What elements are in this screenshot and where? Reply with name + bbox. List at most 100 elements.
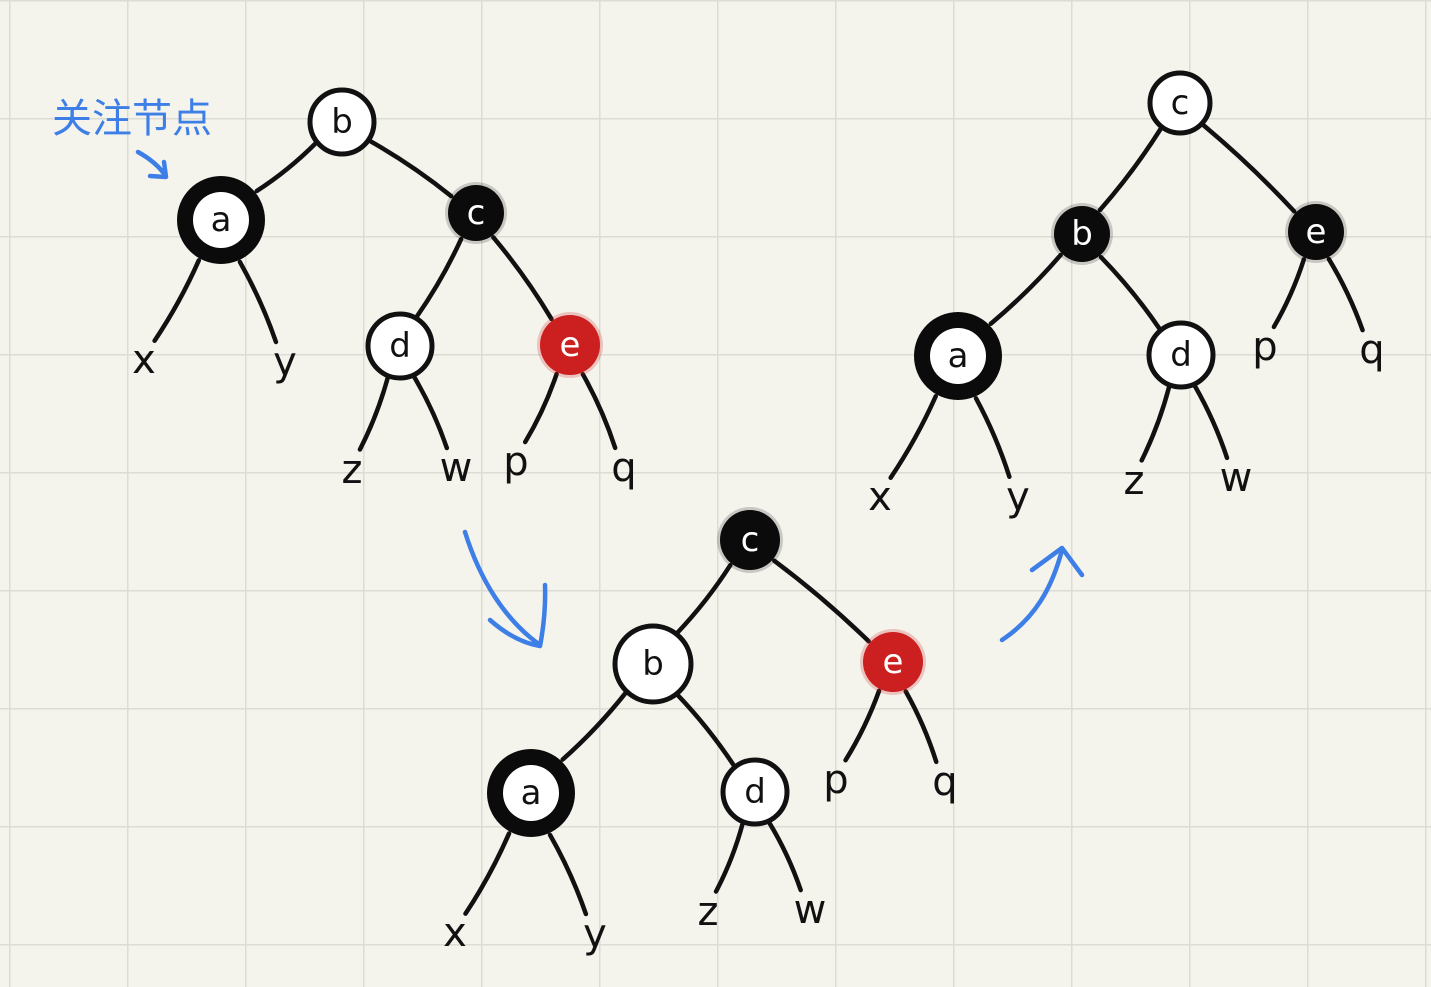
- node-e: e: [537, 312, 603, 378]
- node-b: b: [612, 623, 694, 705]
- annotation-arrowhead: [147, 159, 169, 180]
- leaf-q: q: [611, 445, 636, 491]
- node-b: b: [1051, 203, 1113, 265]
- node-b-circle: [1054, 206, 1110, 262]
- edge-c-e: [772, 558, 871, 644]
- leaf-z: z: [1124, 458, 1145, 504]
- tree-before-rotation: b a c d e x y z w p q: [132, 87, 637, 493]
- leaf-x: x: [443, 910, 467, 956]
- edge-d-w: [1192, 383, 1230, 461]
- edge-b-d: [1098, 254, 1162, 331]
- edge-d-z: [357, 375, 390, 452]
- edge-e-p: [843, 688, 882, 763]
- node-d-circle: [720, 757, 790, 827]
- edge-a-x: [463, 831, 512, 916]
- edge-e-p: [522, 371, 559, 445]
- node-c-circle: [1147, 70, 1213, 136]
- node-a-label: a: [948, 336, 969, 376]
- node-e-label: e: [883, 642, 904, 682]
- edge-b-a: [254, 141, 318, 194]
- leaf-p: p: [503, 439, 528, 485]
- node-d-circle: [365, 311, 435, 381]
- node-c: c: [717, 507, 783, 573]
- node-a-inner: [193, 192, 249, 248]
- node-b-circle: [307, 87, 377, 157]
- node-e-label: e: [560, 325, 581, 365]
- node-e: e: [1285, 201, 1347, 263]
- leaf-y: y: [273, 339, 297, 385]
- node-a: a: [177, 176, 265, 264]
- leaf-w: w: [794, 887, 827, 933]
- tree-after-rotation: c b e a d x y z w p q: [443, 507, 958, 957]
- node-c-circle: [448, 185, 504, 241]
- node-d-label: d: [744, 772, 766, 812]
- node-c-label: c: [467, 193, 486, 233]
- node-c-label: c: [1171, 83, 1190, 123]
- node-c: c: [445, 182, 507, 244]
- node-d: d: [720, 757, 790, 827]
- edge-b-a: [988, 252, 1063, 326]
- leaf-y: y: [583, 911, 607, 957]
- leaf-x: x: [868, 474, 892, 520]
- transition-arrow-2: [999, 545, 1085, 643]
- node-c-label: c: [741, 520, 760, 560]
- edge-d-w: [411, 374, 450, 451]
- edge-a-x: [152, 258, 202, 343]
- edge-c-d: [414, 236, 464, 319]
- leaf-p: p: [823, 757, 848, 803]
- edge-a-x: [888, 394, 938, 480]
- node-a: a: [914, 312, 1002, 400]
- edge-b-d: [675, 693, 737, 768]
- leaf-p: p: [1252, 324, 1277, 370]
- edge-a-y: [237, 259, 279, 345]
- edge-c-b: [1097, 126, 1164, 213]
- leaf-w: w: [1220, 455, 1253, 501]
- leaf-w: w: [440, 445, 473, 491]
- edge-d-w: [767, 820, 803, 893]
- leaf-q: q: [932, 759, 957, 805]
- leaf-z: z: [698, 889, 719, 935]
- leaf-x: x: [132, 337, 156, 383]
- node-d-circle: [1146, 320, 1216, 390]
- node-a-inner: [930, 328, 986, 384]
- node-e-circle: [540, 315, 600, 375]
- leaf-q: q: [1359, 327, 1384, 373]
- node-c-circle: [720, 510, 780, 570]
- node-e-circle: [863, 632, 923, 692]
- transition-arrow-1: [462, 529, 548, 649]
- edge-c-e: [1200, 122, 1297, 214]
- node-d-label: d: [1170, 335, 1192, 375]
- node-b-circle: [612, 623, 694, 705]
- leaf-y: y: [1006, 474, 1030, 520]
- focus-node-annotation: 关注节点: [52, 96, 212, 142]
- node-a: a: [487, 749, 575, 837]
- node-a-inner: [503, 765, 559, 821]
- edge-a-y: [547, 832, 589, 917]
- edge-a-y: [973, 396, 1012, 480]
- node-b-label: b: [642, 644, 664, 684]
- tree-after-recolor: c b e a d x y z w p q: [868, 70, 1385, 520]
- edge-c-e: [491, 235, 554, 322]
- edge-b-c: [367, 138, 454, 199]
- edge-d-z: [1139, 384, 1172, 463]
- node-d: d: [1146, 320, 1216, 390]
- node-e-circle: [1288, 204, 1344, 260]
- node-a-label: a: [211, 200, 232, 240]
- edge-c-b: [675, 562, 733, 635]
- leaf-z: z: [342, 447, 363, 493]
- edge-b-a: [560, 690, 628, 762]
- node-b-label: b: [1071, 214, 1093, 254]
- edge-e-q: [903, 689, 939, 765]
- node-d-label: d: [389, 326, 411, 366]
- node-a-label: a: [521, 773, 542, 813]
- edge-d-z: [713, 821, 745, 894]
- edge-e-q: [580, 372, 618, 451]
- annotation-arrow: [135, 149, 168, 178]
- node-b: b: [307, 87, 377, 157]
- node-c: c: [1147, 70, 1213, 136]
- edge-e-p: [1271, 257, 1307, 330]
- node-e-label: e: [1306, 212, 1327, 252]
- node-b-label: b: [331, 102, 353, 142]
- edge-e-q: [1326, 256, 1365, 333]
